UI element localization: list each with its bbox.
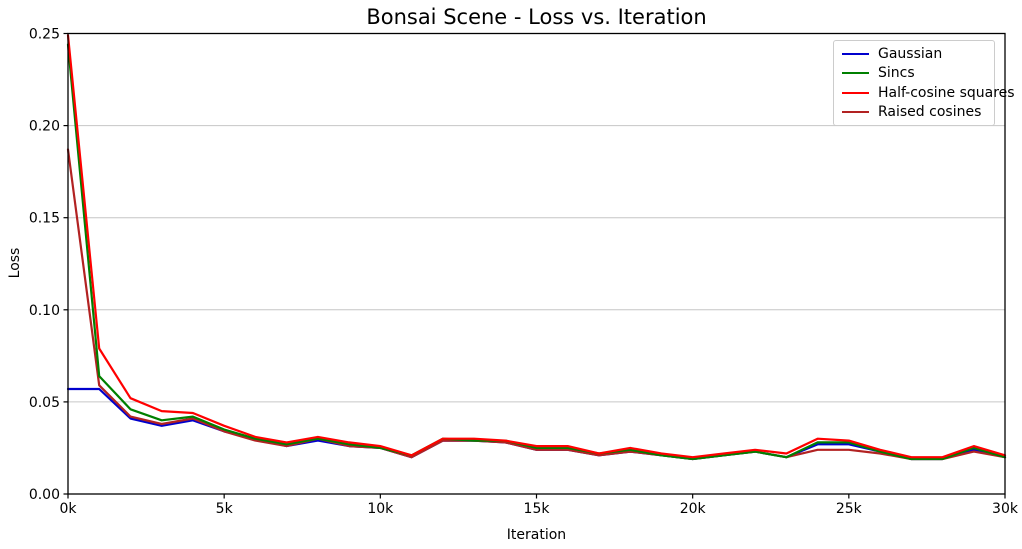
x-tick-label: 25k	[836, 501, 863, 517]
x-tick-label: 0k	[59, 501, 77, 517]
legend-label: Half-cosine squares	[878, 84, 1015, 101]
x-axis-label: Iteration	[506, 527, 567, 543]
series-line-raised-cosines	[66, 148, 1007, 461]
x-tick-label: 20k	[680, 501, 707, 517]
legend-label: Raised cosines	[878, 104, 982, 121]
y-tick-label: 0.25	[29, 27, 60, 43]
x-tick-label: 15k	[524, 501, 551, 517]
y-tick-label: 0.05	[29, 395, 60, 411]
x-tick-label: 10k	[367, 501, 394, 517]
legend-item-raised-cosines: Raised cosines	[842, 104, 986, 120]
series-line-sincs	[66, 43, 1007, 461]
chart-title: Bonsai Scene - Loss vs. Iteration	[366, 5, 707, 29]
y-tick-label: 0.00	[29, 487, 60, 503]
legend-item-gaussian: Gaussian	[842, 46, 986, 62]
legend: Gaussian Sincs Half-cosine squares Raised c…	[833, 40, 1015, 126]
y-tick-label: 0.15	[29, 211, 60, 227]
legend-item-half-cosine-squares: Half-cosine squares	[842, 85, 1015, 101]
legend-label: Sincs	[878, 65, 915, 82]
legend-item-sincs: Sincs	[842, 65, 986, 81]
y-tick-label: 0.20	[29, 119, 60, 135]
x-tick-label: 30k	[992, 501, 1019, 517]
legend-swatch-gaussian	[842, 52, 869, 55]
x-tick-label: 5k	[216, 501, 234, 517]
series-line-half-cosine-squares	[66, 34, 1007, 459]
y-tick-label: 0.10	[29, 303, 60, 319]
legend-swatch-sincs	[842, 72, 869, 75]
legend-swatch-raised-cosines	[842, 111, 869, 114]
legend-swatch-half-cosine-squares	[842, 91, 869, 94]
legend-label: Gaussian	[878, 45, 943, 62]
